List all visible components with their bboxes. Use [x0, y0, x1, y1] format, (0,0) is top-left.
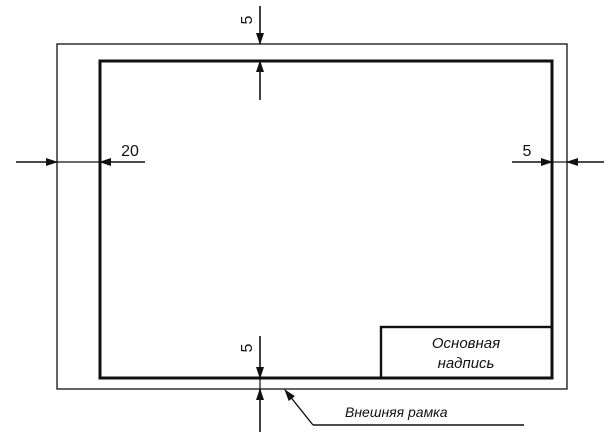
callout-leader-arrow	[284, 389, 314, 426]
outer-frame	[56, 43, 568, 390]
bottom-dimension-value: 5	[239, 343, 256, 352]
title-block-line2: надпись	[438, 355, 495, 372]
title-block	[379, 325, 554, 380]
inner-frame	[98, 59, 554, 380]
title-block-line1: Основная	[432, 335, 500, 352]
left-dimension-value: 20	[121, 143, 139, 160]
callout-label: Внешняя рамка	[345, 404, 448, 420]
right-dimension-value: 5	[523, 143, 532, 160]
top-dimension-value: 5	[239, 15, 256, 24]
